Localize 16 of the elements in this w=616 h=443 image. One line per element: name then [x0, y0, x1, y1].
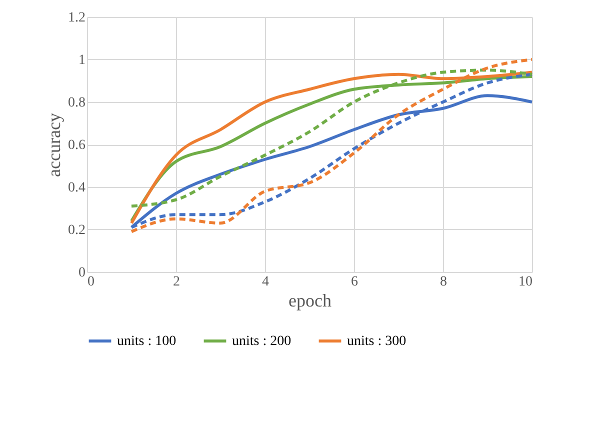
- y-tick-label: 0.2: [68, 223, 86, 238]
- legend-label: units : 300: [347, 334, 406, 349]
- y-tick-label: 0.6: [68, 138, 86, 153]
- y-tick-label: 1.2: [68, 10, 86, 26]
- legend-label: units : 200: [232, 334, 292, 349]
- x-tick-label: 6: [351, 274, 358, 290]
- y-tick-label: 1: [78, 53, 86, 68]
- x-tick-label: 2: [173, 274, 180, 290]
- y-axis-title: accuracy: [44, 113, 64, 177]
- x-tick-label: 10: [518, 274, 532, 290]
- legend-label: units : 100: [117, 334, 176, 349]
- y-tick-label: 0.8: [68, 96, 86, 110]
- x-tick-label: 8: [440, 274, 447, 290]
- y-tick-label: 0.4: [68, 180, 86, 196]
- x-tick-label: 4: [262, 274, 269, 290]
- x-axis-title: epoch: [288, 290, 332, 310]
